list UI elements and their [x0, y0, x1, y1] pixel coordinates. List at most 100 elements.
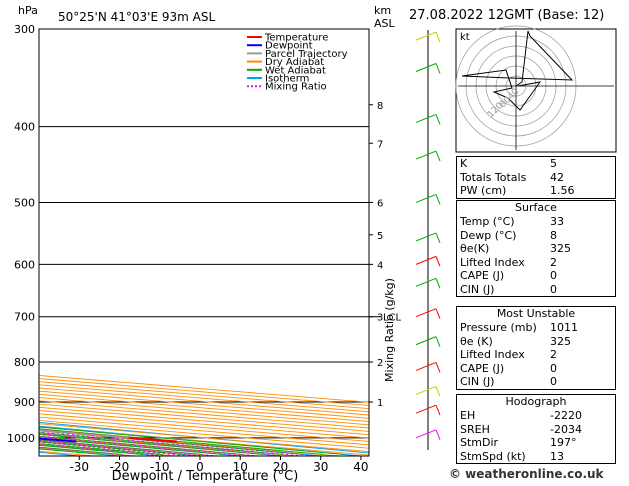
axes: 123458101520253004005006007008009001000-…	[7, 23, 402, 474]
most-unstable-title: Most Unstable	[496, 307, 576, 320]
surface-row: θe(K) 325	[460, 242, 571, 255]
legend-label: Temperature	[264, 33, 328, 44]
mu-row: θe (K) 325	[460, 334, 571, 348]
hodograph-title: Hodograph	[505, 395, 567, 408]
series-dewpoint	[39, 437, 77, 443]
dry-adiabat-line	[39, 393, 369, 422]
wind-barb	[415, 150, 437, 160]
dry-adiabat-line	[39, 447, 136, 456]
temp-tick-label: 0	[196, 460, 204, 474]
hodograph-kt-label: kt	[460, 32, 470, 43]
mixing-ratio-axis-label: Mixing Ratio (g/kg)	[383, 278, 396, 382]
mu-row: CIN (J) 0	[460, 375, 557, 388]
hodograph-trace	[461, 30, 574, 111]
dry-adiabat-line	[39, 443, 177, 456]
wind-barb	[415, 308, 437, 318]
location-label: 50°25'N 41°03'E 93m ASL	[58, 10, 215, 24]
most-unstable-box: Most Unstable Pressure (mb) 1011 θe (K) 32…	[456, 306, 616, 390]
legend-label: Parcel Trajectory	[265, 49, 348, 60]
surface-title: Surface	[515, 201, 557, 214]
wet-adiabat-line	[39, 428, 324, 455]
wind-barb	[415, 404, 437, 414]
km-tick-label: 3	[377, 313, 383, 324]
isotherm-line	[39, 448, 120, 456]
pressure-tick-label: 500	[14, 196, 35, 209]
km-tick-label: 4	[377, 260, 383, 271]
datetime-label: 27.08.2022 12GMT (Base: 12)	[409, 8, 604, 23]
surface-row: CIN (J) 0	[460, 282, 557, 296]
dry-adiabat-line	[39, 390, 369, 419]
temp-tick-label: -10	[150, 460, 170, 474]
index-row-totals: Totals Totals 42	[460, 170, 564, 184]
isotherm-line	[39, 455, 40, 456]
mu-row: CAPE (J) 0	[460, 361, 557, 375]
index-row-pw: PW (cm) 1.56	[460, 184, 575, 197]
dry-adiabat-line	[39, 450, 95, 456]
wind-barb-flag	[435, 278, 441, 289]
km-tick-label: 1	[377, 398, 383, 409]
wind-barb	[415, 429, 437, 439]
pressure-tick-label: 400	[14, 121, 35, 134]
temp-tick-label: 10	[233, 460, 248, 474]
legend-label: Wet Adiabat	[265, 65, 326, 76]
km-tick-label: 6	[377, 198, 383, 209]
surface-row: Lifted Index 2	[460, 255, 557, 269]
wind-barb-flag	[435, 150, 441, 162]
hpa-label: hPa	[18, 4, 38, 17]
wind-barb	[415, 361, 437, 371]
wind-barb	[415, 31, 437, 41]
temp-tick-label: 40	[353, 460, 368, 474]
lcl-label: LCL	[383, 313, 402, 324]
wind-barb-flag	[435, 63, 441, 74]
temp-tick-label: 30	[313, 460, 328, 474]
legend-label: Isotherm	[265, 74, 309, 85]
hodo-row: StmSpd (kt) 13	[460, 449, 564, 463]
surface-box: Surface Temp (°C) 33 Dewp (°C) 8 θe(K) 325 …	[456, 200, 616, 297]
isotherm-line	[39, 425, 361, 456]
hodo-row: StmDir 197°	[460, 436, 577, 449]
wind-barb	[415, 385, 437, 395]
wet-adiabat-line	[39, 448, 103, 455]
km-tick-label: 2	[377, 358, 383, 369]
hodo-row: SREH -2034	[460, 422, 582, 436]
pressure-tick-label: 600	[14, 258, 35, 271]
pressure-tick-label: 800	[14, 356, 35, 369]
wind-barb-flag	[435, 31, 441, 43]
wind-barb	[415, 232, 437, 242]
surface-row: Temp (°C) 33	[460, 215, 564, 228]
wind-barb-flag	[435, 194, 441, 205]
wind-barb	[415, 277, 437, 287]
km-label: km	[374, 4, 391, 17]
wind-barb	[415, 336, 437, 346]
temp-tick-label: -30	[69, 460, 89, 474]
series-parcel-trajectory	[39, 429, 129, 439]
temp-tick-label: 20	[273, 460, 288, 474]
asl-label: ASL	[374, 17, 396, 30]
dry-adiabat-line	[39, 400, 369, 429]
wind-barb-flag	[435, 114, 441, 125]
pressure-tick-label: 900	[14, 396, 35, 409]
dry-adiabat-line	[39, 406, 369, 436]
wet-adiabat-line	[39, 435, 243, 455]
surface-row: Dewp (°C) 8	[460, 228, 557, 242]
wind-barb-flag	[435, 256, 441, 267]
mu-row: Pressure (mb) 1011	[460, 321, 578, 334]
hodo-row: EH -2220	[460, 409, 582, 422]
wind-barb-flag	[435, 232, 441, 244]
wind-barb-flag	[435, 404, 441, 416]
dry-adiabat-line	[39, 440, 217, 456]
wet-adiabat-line	[39, 439, 203, 455]
wind-barb	[415, 255, 437, 265]
isotherm-line	[39, 451, 80, 456]
dry-adiabat-line	[39, 397, 369, 426]
wet-adiabat-line	[39, 432, 284, 455]
dry-adiabat-line	[39, 420, 369, 449]
wind-barb-flag	[435, 336, 441, 347]
legend-label: Mixing Ratio	[265, 82, 327, 93]
hodograph-frame	[455, 28, 617, 153]
hodograph: kt 120 80 40	[455, 25, 617, 153]
